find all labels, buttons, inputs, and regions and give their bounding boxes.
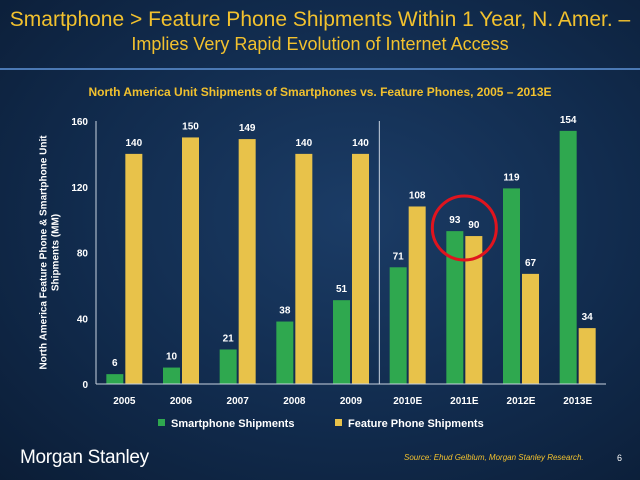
data-label-smartphone: 93 — [449, 215, 461, 226]
x-tick-label: 2011E — [450, 396, 479, 407]
chart-legend: Smartphone Shipments Feature Phone Shipm… — [150, 418, 570, 434]
y-tick-label: 120 — [71, 183, 88, 194]
y-axis-title: North America Feature Phone & Smartphone… — [39, 135, 62, 370]
source-note: Source: Ehud Gelblum, Morgan Stanley Res… — [404, 453, 584, 462]
bar-feature-phone — [578, 328, 596, 384]
bar-feature-phone — [352, 153, 369, 384]
y-tick-label: 80 — [77, 249, 89, 260]
x-tick-label: 2013E — [563, 396, 592, 407]
bar-smartphone — [333, 300, 350, 384]
data-label-smartphone: 71 — [393, 251, 405, 262]
x-tick-label: 2007 — [227, 396, 250, 407]
bar-feature-phone — [408, 206, 426, 384]
bar-smartphone — [446, 231, 464, 384]
y-tick-label: 160 — [71, 117, 88, 128]
legend-label-feature-phone: Feature Phone Shipments — [348, 418, 484, 430]
bar-feature-phone — [182, 137, 199, 384]
y-tick-label: 40 — [77, 314, 89, 325]
bar-feature-phone — [465, 236, 483, 384]
legend-item-feature-phone: Feature Phone Shipments — [335, 418, 484, 430]
data-label-smartphone: 119 — [503, 172, 520, 183]
data-label-feature-phone: 150 — [182, 121, 199, 132]
data-label-feature-phone: 90 — [468, 220, 480, 231]
page-number: 6 — [617, 453, 623, 463]
slide-subtitle: Implies Very Rapid Evolution of Internet… — [131, 34, 509, 54]
data-label-smartphone: 154 — [560, 115, 577, 126]
y-tick-label: 0 — [82, 380, 88, 391]
legend-swatch-feature-phone — [335, 419, 342, 426]
x-tick-label: 2005 — [113, 396, 136, 407]
bar-feature-phone — [238, 139, 256, 384]
x-tick-label: 2009 — [340, 396, 363, 407]
x-tick-label: 2006 — [170, 396, 193, 407]
legend-swatch-smartphone — [158, 419, 165, 426]
data-label-smartphone: 6 — [112, 358, 118, 369]
highlight-circle — [430, 194, 498, 262]
bar-feature-phone — [295, 153, 313, 384]
data-label-feature-phone: 67 — [525, 258, 537, 269]
bar-smartphone — [503, 188, 520, 384]
slide-title: Smartphone > Feature Phone Shipments Wit… — [9, 8, 631, 31]
bar-smartphone — [106, 374, 124, 384]
bar-smartphone — [163, 367, 180, 384]
morgan-stanley-logo: Morgan Stanley — [20, 447, 149, 468]
x-tick-label: 2010E — [393, 396, 422, 407]
legend-label-smartphone: Smartphone Shipments — [171, 418, 295, 430]
data-label-feature-phone: 140 — [352, 138, 369, 149]
data-label-feature-phone: 34 — [582, 312, 594, 323]
legend-item-smartphone: Smartphone Shipments — [158, 418, 294, 430]
data-label-smartphone: 21 — [223, 333, 235, 344]
data-label-feature-phone: 140 — [125, 138, 142, 149]
chart-title: North America Unit Shipments of Smartpho… — [88, 85, 552, 99]
title-divider — [0, 68, 640, 70]
data-label-feature-phone: 140 — [295, 138, 312, 149]
data-label-feature-phone: 108 — [409, 190, 426, 201]
bar-smartphone — [559, 130, 577, 384]
data-label-smartphone: 38 — [279, 306, 291, 317]
data-label-smartphone: 10 — [166, 352, 178, 363]
bar-smartphone — [219, 349, 237, 384]
bar-smartphone — [276, 321, 294, 384]
bar-smartphone — [389, 267, 407, 384]
x-tick-label: 2012E — [507, 396, 536, 407]
data-label-feature-phone: 149 — [239, 123, 256, 134]
bar-feature-phone — [522, 273, 539, 384]
bar-feature-phone — [125, 153, 143, 384]
data-label-smartphone: 51 — [336, 284, 348, 295]
x-tick-label: 2008 — [283, 396, 306, 407]
